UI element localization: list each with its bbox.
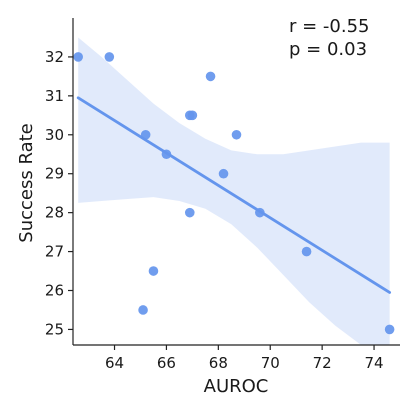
data-point [384, 324, 395, 335]
axes [68, 18, 400, 350]
data-point [73, 52, 83, 62]
data-point [187, 110, 198, 121]
y-tick-label: 27 [45, 243, 64, 261]
y-tick-label: 28 [45, 204, 64, 222]
regression-line [76, 96, 392, 294]
data-point [301, 246, 312, 257]
data-point [140, 129, 151, 140]
confidence-band-layer [78, 37, 390, 345]
data-point [138, 305, 148, 315]
y-tick-label: 32 [45, 48, 64, 66]
y-tick-label: 26 [45, 282, 64, 300]
correlation-annotation: r = -0.55 [289, 16, 370, 37]
regression-line-layer [76, 96, 392, 294]
x-tick-label: 74 [365, 354, 384, 372]
data-point [184, 207, 195, 218]
y-tick-label: 31 [45, 87, 64, 105]
y-axis-label: Success Rate [16, 123, 37, 242]
p-value-annotation: p = 0.03 [289, 39, 367, 60]
x-tick-label: 72 [313, 354, 332, 372]
data-point [148, 266, 159, 276]
data-points-layer [73, 52, 395, 335]
data-point [161, 149, 172, 160]
data-point [231, 129, 242, 140]
data-point [255, 207, 265, 218]
x-tick-label: 64 [105, 354, 124, 372]
x-tick-label: 70 [261, 354, 280, 372]
data-point [218, 168, 229, 179]
y-tick-label: 30 [45, 126, 64, 144]
data-point [205, 71, 216, 82]
y-tick-label: 29 [45, 165, 64, 183]
data-point [104, 52, 115, 62]
tick-labels: 64 66 68 70 72 74 25 26 27 28 29 30 31 32 [45, 48, 384, 372]
y-tick-label: 25 [45, 320, 64, 338]
confidence-band [78, 37, 390, 345]
x-tick-label: 66 [157, 354, 176, 372]
x-axis-label: AUROC [204, 376, 269, 397]
x-tick-label: 68 [209, 354, 228, 372]
